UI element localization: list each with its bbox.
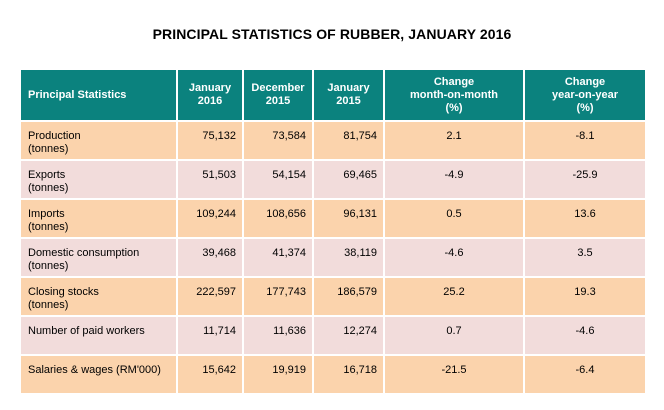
value-cell: 16,718 <box>312 354 385 395</box>
value-cell: -4.9 <box>383 159 525 200</box>
table-row-imports: Imports (tonnes) 109,244 108,656 96,131 … <box>19 198 647 239</box>
value-cell: 96,131 <box>312 198 385 239</box>
row-label-cell: Production (tonnes) <box>19 120 178 161</box>
table-row-production: Production (tonnes) 75,132 73,584 81,754… <box>19 120 647 161</box>
row-label-cell: Imports (tonnes) <box>19 198 178 239</box>
col-header-january-2015: January 2015 <box>312 68 385 122</box>
value-cell: -8.1 <box>523 120 647 161</box>
value-cell: 177,743 <box>242 276 314 317</box>
value-cell: 19.3 <box>523 276 647 317</box>
table-row-salaries-wages: Salaries & wages (RM'000) 15,642 19,919 … <box>19 354 647 395</box>
col-header-december-2015: December 2015 <box>242 68 314 122</box>
value-cell: 75,132 <box>176 120 244 161</box>
value-cell: -6.4 <box>523 354 647 395</box>
row-label-cell: Domestic consumption (tonnes) <box>19 237 178 278</box>
col-header-january-2016: January 2016 <box>176 68 244 122</box>
value-cell: 69,465 <box>312 159 385 200</box>
value-cell: 109,244 <box>176 198 244 239</box>
row-label-cell: Exports (tonnes) <box>19 159 178 200</box>
row-label-cell: Number of paid workers <box>19 315 178 356</box>
value-cell: 41,374 <box>242 237 314 278</box>
value-cell: 222,597 <box>176 276 244 317</box>
value-cell: 108,656 <box>242 198 314 239</box>
value-cell: 13.6 <box>523 198 647 239</box>
value-cell: 73,584 <box>242 120 314 161</box>
row-label-cell: Closing stocks (tonnes) <box>19 276 178 317</box>
value-cell: 81,754 <box>312 120 385 161</box>
header-row: Principal Statistics January 2016 Decemb… <box>19 68 647 122</box>
row-label-cell: Salaries & wages (RM'000) <box>19 354 178 395</box>
table-row-domestic-consumption: Domestic consumption (tonnes) 39,468 41,… <box>19 237 647 278</box>
value-cell: -4.6 <box>383 237 525 278</box>
value-cell: 25.2 <box>383 276 525 317</box>
value-cell: -4.6 <box>523 315 647 356</box>
rubber-statistics-table: Principal Statistics January 2016 Decemb… <box>19 68 647 395</box>
value-cell: 186,579 <box>312 276 385 317</box>
value-cell: 54,154 <box>242 159 314 200</box>
value-cell: 15,642 <box>176 354 244 395</box>
col-header-change-month-on-month: Change month-on-month (%) <box>383 68 525 122</box>
value-cell: 11,714 <box>176 315 244 356</box>
table-row-paid-workers: Number of paid workers 11,714 11,636 12,… <box>19 315 647 356</box>
value-cell: 0.7 <box>383 315 525 356</box>
value-cell: 12,274 <box>312 315 385 356</box>
value-cell: -21.5 <box>383 354 525 395</box>
value-cell: 51,503 <box>176 159 244 200</box>
value-cell: -25.9 <box>523 159 647 200</box>
table-row-exports: Exports (tonnes) 51,503 54,154 69,465 -4… <box>19 159 647 200</box>
col-header-change-year-on-year: Change year-on-year (%) <box>523 68 647 122</box>
page-title: PRINCIPAL STATISTICS OF RUBBER, JANUARY … <box>152 26 512 42</box>
table-row-closing-stocks: Closing stocks (tonnes) 222,597 177,743 … <box>19 276 647 317</box>
value-cell: 38,119 <box>312 237 385 278</box>
value-cell: 2.1 <box>383 120 525 161</box>
col-header-principal-statistics: Principal Statistics <box>19 68 178 122</box>
value-cell: 3.5 <box>523 237 647 278</box>
value-cell: 11,636 <box>242 315 314 356</box>
value-cell: 0.5 <box>383 198 525 239</box>
value-cell: 39,468 <box>176 237 244 278</box>
value-cell: 19,919 <box>242 354 314 395</box>
